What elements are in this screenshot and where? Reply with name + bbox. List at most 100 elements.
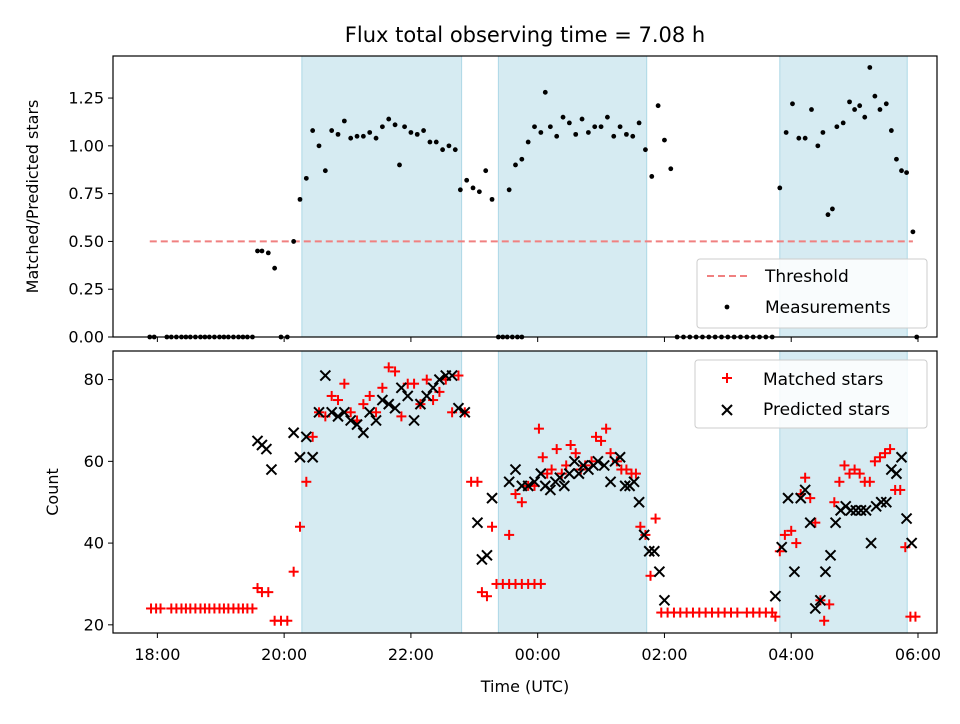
- measurement-point: [392, 122, 398, 128]
- predicted-star-point-b: [351, 418, 363, 431]
- matched-star-point: [885, 444, 896, 455]
- predicted-star-point-b: [287, 427, 300, 439]
- predicted-star-point-b: [819, 565, 832, 578]
- measurement-point: [489, 196, 495, 202]
- measurement-point: [397, 162, 402, 168]
- bottom-legend: Matched stars Predicted stars: [694, 359, 928, 429]
- matched-star-point: [510, 489, 521, 500]
- predicted-star-point: [313, 406, 325, 419]
- measurement-point: [598, 124, 604, 130]
- matched-star-point: [333, 395, 344, 406]
- measurement-point: [877, 107, 883, 112]
- matched-star-point: [546, 464, 557, 475]
- predicted-star-point-b: [481, 549, 493, 562]
- predicted-star-point: [782, 492, 794, 504]
- predicted-star-point: [481, 549, 493, 562]
- predicted-star-point-b: [535, 467, 547, 480]
- predicted-star-point-b: [383, 398, 395, 410]
- measurement-point: [532, 124, 537, 130]
- legend-threshold-label: Threshold: [764, 267, 849, 287]
- matched-star-point: [551, 444, 562, 455]
- predicted-star-point: [658, 594, 671, 607]
- matched-star-point: [282, 615, 293, 626]
- bottom-y-tick-label: 40: [84, 534, 104, 553]
- predicted-star-point: [528, 476, 541, 488]
- measurement-point: [341, 118, 347, 124]
- predicted-star-point-b: [633, 496, 645, 508]
- matched-star-point: [390, 366, 401, 377]
- measurement-point: [367, 130, 373, 135]
- bottom-panel: 20 40 60 80 18:00 20:00 22:00 00:00 02:00 04:00 0…: [43, 350, 941, 696]
- predicted-star-point: [325, 406, 338, 419]
- measurement-point: [834, 124, 840, 130]
- matched-star-point: [601, 423, 612, 434]
- predicted-star-point: [880, 496, 892, 508]
- measurement-point: [538, 130, 544, 135]
- predicted-star-point: [408, 414, 420, 427]
- measurement-point: [624, 131, 629, 137]
- predicted-star-point: [265, 463, 278, 476]
- predicted-star-point-b: [433, 373, 446, 386]
- top-plot-frame: [112, 55, 938, 338]
- matched-star-point: [849, 464, 860, 475]
- predicted-star-point-b: [364, 406, 376, 419]
- predicted-star-point: [563, 467, 576, 480]
- measurement-point: [809, 107, 814, 112]
- matched-star-point: [910, 611, 921, 622]
- predicted-star-point: [338, 406, 351, 419]
- predicted-star-point-b: [653, 565, 666, 578]
- predicted-star-point-b: [452, 402, 465, 414]
- matched-star-point: [294, 521, 305, 532]
- measurement-point: [872, 93, 878, 99]
- predicted-star-point-b: [427, 382, 439, 394]
- predicted-star-point-b: [421, 390, 433, 402]
- predicted-star-point: [905, 537, 918, 549]
- predicted-star-point-b: [357, 427, 370, 439]
- predicted-star-point-b: [880, 496, 892, 508]
- predicted-star-point-b: [895, 451, 908, 463]
- matched-star-point: [819, 615, 830, 626]
- predicted-star-point: [383, 398, 395, 410]
- predicted-star-point: [776, 541, 788, 553]
- measurement-point: [433, 139, 439, 145]
- measurement-point: [421, 128, 426, 133]
- matched-star-point: [345, 407, 356, 418]
- bottom-legend-box: [694, 359, 928, 429]
- measurement-point: [259, 248, 265, 254]
- predicted-star-point-b: [344, 414, 357, 427]
- predicted-star-point: [471, 516, 484, 529]
- predicted-star-point-b: [389, 402, 401, 414]
- measurement-point: [519, 156, 525, 162]
- matched-star-point: [421, 374, 432, 385]
- predicted-star-point-b: [544, 484, 557, 496]
- predicted-star-point: [402, 390, 414, 402]
- measurement-point: [464, 177, 470, 183]
- bottom-plot-frame: [112, 350, 938, 634]
- measurement-point: [573, 131, 579, 137]
- predicted-star-point-b: [414, 398, 427, 410]
- measurement-point: [904, 170, 909, 176]
- predicted-star-point-b: [294, 451, 306, 463]
- matched-star-point: [810, 517, 821, 528]
- predicted-star-point: [829, 516, 842, 529]
- legend-plus-mark: [722, 373, 732, 383]
- predicted-star-point: [895, 451, 908, 463]
- legend-matched-label: Matched stars: [763, 370, 883, 390]
- matched-star-point: [396, 411, 407, 422]
- measurement-point: [316, 143, 322, 149]
- matched-star-point: [829, 497, 840, 508]
- top-y-axis: 0.00 0.25 0.50 0.75 1.00 1.25: [68, 89, 113, 347]
- matched-star-point: [880, 448, 891, 459]
- predicted-star-point-b: [865, 537, 877, 549]
- predicted-star-point-b: [860, 504, 872, 517]
- predicted-star-point-b: [604, 476, 617, 488]
- predicted-star-point-b: [890, 467, 903, 480]
- bottom-y-tick-label: 60: [84, 452, 104, 471]
- x-tick-label: 18:00: [134, 645, 180, 664]
- x-tick-label: 02:00: [641, 645, 687, 664]
- legend-predicted-swatch: [721, 404, 733, 416]
- measurement-point: [373, 135, 379, 141]
- legend-measurements-swatch: [724, 304, 730, 310]
- predicted-star-point-b: [376, 394, 389, 406]
